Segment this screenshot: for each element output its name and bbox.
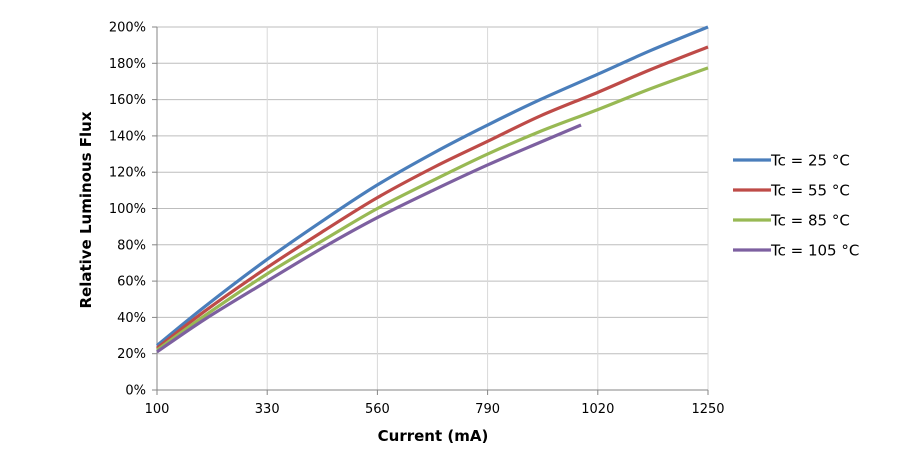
y-tick-label: 20% — [117, 347, 146, 362]
x-tick-label: 1020 — [581, 402, 614, 417]
x-tick-label: 560 — [365, 402, 390, 417]
y-tick-label: 200% — [109, 21, 146, 36]
legend-label: Tc = 105 °C — [770, 242, 859, 260]
series-line-4 — [156, 123, 582, 354]
legend-label: Tc = 25 °C — [770, 152, 850, 170]
series-line-2 — [156, 45, 709, 350]
series-line-3 — [156, 66, 709, 352]
y-tick-label: 100% — [109, 202, 146, 217]
y-tick-label: 60% — [117, 275, 146, 290]
legend-label: Tc = 55 °C — [770, 182, 850, 200]
y-tick-label: 140% — [109, 129, 146, 144]
series-lines — [155, 25, 709, 354]
axes — [152, 26, 709, 395]
y-tick-label: 160% — [109, 93, 146, 108]
series-line-1 — [155, 25, 709, 347]
legend: Tc = 25 °C Tc = 55 °C Tc = 85 °C Tc = 105 °… — [733, 152, 859, 260]
y-tick-label: 0% — [125, 384, 146, 399]
x-axis-title: Current (mA) — [378, 427, 489, 445]
y-axis-title: Relative Luminous Flux — [77, 111, 95, 308]
tick-labels: 0% 20% 40% 60% 80% 100% 120% 140% 160% 180% 200% 10… — [109, 21, 725, 418]
x-tick-label: 1250 — [691, 402, 724, 417]
y-tick-label: 40% — [117, 311, 146, 326]
x-tick-label: 330 — [255, 402, 280, 417]
y-tick-label: 120% — [109, 166, 146, 181]
x-tick-label: 790 — [475, 402, 500, 417]
y-tick-label: 80% — [117, 238, 146, 253]
legend-label: Tc = 85 °C — [770, 212, 850, 230]
x-tick-label: 100 — [145, 402, 170, 417]
y-tick-label: 180% — [109, 57, 146, 72]
